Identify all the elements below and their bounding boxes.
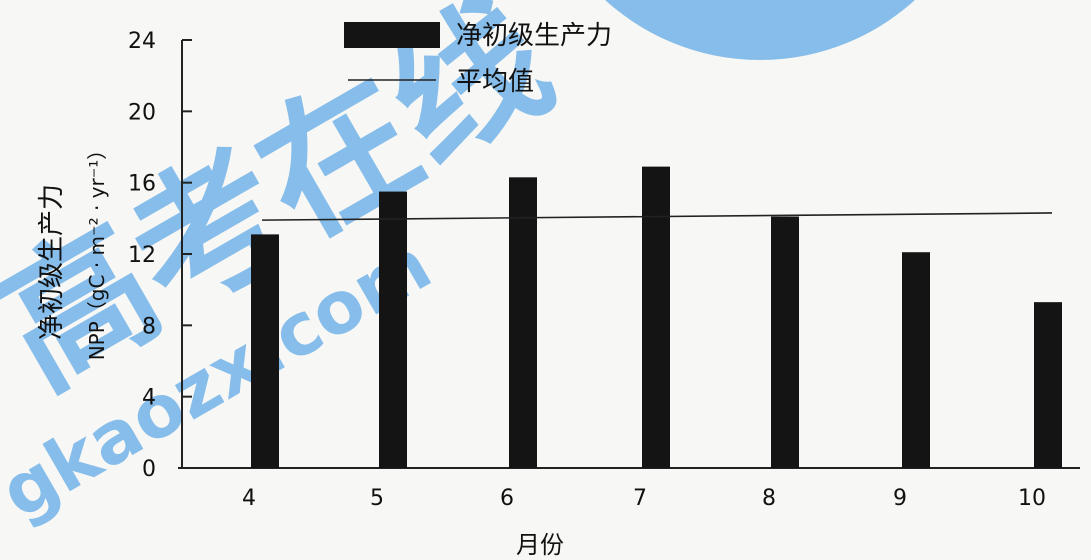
legend-line-label: 平均值 bbox=[456, 67, 534, 97]
x-tick-label: 7 bbox=[633, 486, 647, 511]
y-tick-label: 0 bbox=[142, 457, 156, 482]
y-tick-label: 4 bbox=[142, 386, 156, 411]
x-tick-label: 5 bbox=[370, 486, 384, 511]
y-tick-label: 16 bbox=[128, 172, 156, 197]
y-axis-title-line1: 净初级生产力 bbox=[37, 184, 67, 340]
bar bbox=[379, 191, 407, 469]
bar bbox=[771, 216, 799, 468]
legend-bar-swatch bbox=[344, 22, 440, 48]
bar bbox=[902, 252, 930, 468]
bar bbox=[251, 234, 279, 468]
y-tick-label: 20 bbox=[128, 100, 156, 125]
mean-line bbox=[261, 212, 1053, 221]
legend-bar-label: 净初级生产力 bbox=[456, 21, 612, 51]
x-tick-label: 6 bbox=[500, 486, 514, 511]
x-tick-label: 8 bbox=[762, 486, 776, 511]
y-axis-title-line2: NPP（gC · m⁻² · yr⁻¹） bbox=[85, 140, 109, 361]
x-axis-title: 月份 bbox=[516, 531, 564, 559]
x-tick-label: 4 bbox=[242, 486, 256, 511]
watermark-circle bbox=[605, 0, 915, 60]
y-tick-label: 8 bbox=[142, 314, 156, 339]
bar bbox=[1034, 302, 1062, 468]
bar bbox=[509, 177, 537, 469]
y-tick-label: 12 bbox=[128, 243, 156, 268]
y-ticks: 0 4 8 12 16 20 24 bbox=[128, 29, 192, 482]
bar bbox=[642, 166, 670, 468]
x-tick-labels: 4 5 6 7 8 9 10 bbox=[242, 486, 1046, 511]
x-tick-label: 10 bbox=[1018, 486, 1046, 511]
y-tick-label: 24 bbox=[128, 29, 156, 54]
legend: 净初级生产力 平均值 bbox=[344, 21, 612, 97]
x-tick-label: 9 bbox=[893, 486, 907, 511]
